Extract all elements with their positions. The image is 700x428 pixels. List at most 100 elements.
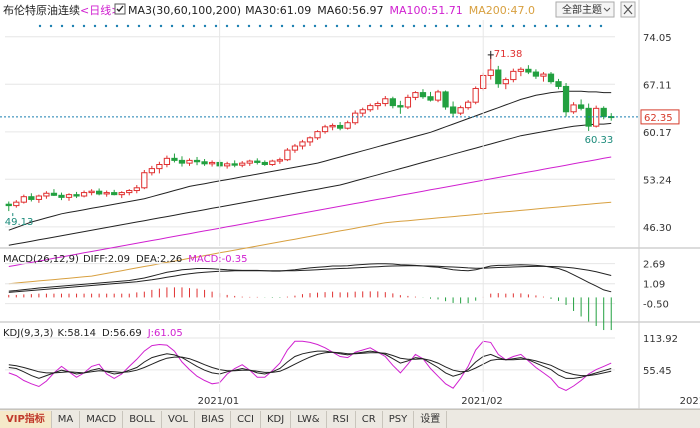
x-tick-label: 2021/02 (461, 396, 503, 407)
candle-body (382, 98, 389, 105)
tab-vol[interactable]: VOL (162, 410, 196, 428)
candle-body (495, 69, 502, 85)
macd-diff-value: DIFF:2.09 (83, 254, 130, 265)
top-marker-dot (335, 24, 339, 28)
high-annotation: 71.38 (494, 49, 523, 60)
high-marker-icon (487, 50, 494, 59)
candle-body (397, 105, 404, 108)
candle-body (367, 105, 374, 111)
close-button[interactable] (620, 1, 636, 18)
tab-lw[interactable]: LW& (291, 410, 327, 428)
candle-body (562, 85, 570, 113)
top-marker-dot (346, 24, 350, 28)
candle-body (419, 92, 427, 98)
candle-body (5, 203, 12, 207)
candle-body (239, 162, 246, 166)
candle-body (35, 195, 43, 200)
candle-body (58, 194, 65, 198)
candle-body (224, 163, 231, 167)
candle-body (344, 122, 351, 129)
candle-body (404, 96, 412, 108)
ma60-value: MA60:56.97 (317, 4, 383, 17)
ma60-line (8, 122, 612, 246)
tab-vip[interactable]: VIP指标 (0, 410, 52, 428)
candle-body (193, 159, 201, 163)
kdj-y-tick-label: 113.92 (643, 334, 678, 345)
top-marker-dot (588, 24, 592, 28)
ma30-line (8, 90, 612, 231)
indicator-toolbar: VIP指标 MA MACD BOLL VOL BIAS CCI KDJ LW& RSI CR PSY 设… (0, 409, 700, 428)
tab-rsi[interactable]: RSI (327, 410, 356, 428)
macd-dea-value: DEA:2.26 (136, 254, 182, 265)
top-marker-dot (203, 24, 207, 28)
top-marker-dot (544, 24, 548, 28)
x-tick-label: 2021/03 (680, 396, 700, 407)
top-marker-dot (324, 24, 328, 28)
macd-diff-line (8, 263, 612, 293)
candle-body (570, 104, 577, 113)
candle-body (73, 194, 80, 197)
theme-dropdown-button[interactable]: 全部主题 (555, 1, 615, 18)
candle-body (547, 73, 555, 83)
top-marker-dot (412, 24, 416, 28)
low-recent-annotation: 60.33 (585, 135, 614, 146)
candle-body (306, 137, 314, 143)
kdj-legend: KDJ(9,3,3) K:58.14 D:56.69 J:61.05 (3, 328, 183, 339)
kdj-title: KDJ(9,3,3) (3, 328, 54, 339)
candle-body (336, 124, 344, 129)
tab-macd[interactable]: MACD (80, 410, 124, 428)
candle-body (276, 159, 284, 162)
candle-body (103, 192, 110, 195)
tab-psy[interactable]: PSY (383, 410, 415, 428)
title-text: 布伦特原油连续 (3, 3, 80, 17)
top-marker-dot (93, 24, 97, 28)
top-marker-dot (577, 24, 581, 28)
top-marker-dot (379, 24, 383, 28)
candle-body (555, 81, 562, 87)
candle-body (50, 192, 58, 196)
theme-button-label: 全部主题 (562, 3, 602, 16)
kdj-k-line (8, 350, 612, 379)
candle-body (600, 107, 607, 118)
candle-body (148, 168, 155, 174)
candle-body (389, 98, 396, 107)
top-marker-dot (170, 24, 174, 28)
tab-boll[interactable]: BOLL (123, 410, 162, 428)
candle-body (96, 190, 103, 195)
candle-body (472, 87, 479, 103)
candle-body (88, 190, 95, 194)
top-marker-dot (478, 24, 482, 28)
candle-body (20, 196, 27, 203)
tab-cr[interactable]: CR (356, 410, 383, 428)
top-marker-dot (60, 24, 64, 28)
top-marker-dot (247, 24, 251, 28)
tab-settings[interactable]: 设置 (414, 410, 448, 428)
tab-kdj[interactable]: KDJ (261, 410, 292, 428)
candle-body (178, 159, 186, 164)
tab-bias[interactable]: BIAS (195, 410, 232, 428)
kdj-j-line (8, 340, 612, 391)
ma30-value: MA30:61.09 (245, 4, 311, 17)
top-marker-dot (159, 24, 163, 28)
instrument-title: 布伦特原油连续<日线> (3, 3, 120, 17)
candle-body (427, 96, 434, 101)
top-marker-dot (49, 24, 53, 28)
kdj-j-value: J:61.05 (147, 328, 183, 339)
x-tick-label: 2021/01 (198, 396, 240, 407)
candle-body (434, 91, 442, 101)
price-y-tick-label: 53.24 (643, 175, 672, 186)
candle-body (510, 70, 517, 81)
candle-body (457, 107, 464, 114)
macd-y-tick-label: 1.09 (643, 280, 665, 291)
chart-canvas: 74.05 67.11 60.17 53.24 46.30 62.35 49.13 71.38… (0, 0, 700, 409)
tab-ma[interactable]: MA (52, 410, 81, 428)
top-marker-dot (258, 24, 262, 28)
candle-body (577, 104, 585, 109)
top-marker-dot (126, 24, 130, 28)
top-marker-dot (423, 24, 427, 28)
macd-y-tick-label: -0.50 (643, 300, 669, 311)
candle-body (254, 160, 261, 163)
candle-body (532, 71, 540, 77)
tab-cci[interactable]: CCI (231, 410, 261, 428)
ma-toggle-checkbox[interactable] (114, 3, 126, 15)
